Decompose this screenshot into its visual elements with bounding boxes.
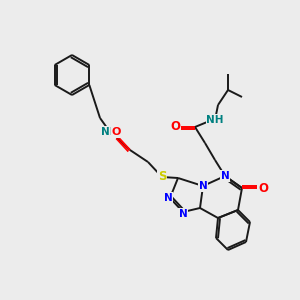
Text: N: N	[220, 171, 230, 181]
Text: NH: NH	[206, 115, 224, 125]
Text: O: O	[111, 127, 121, 137]
Text: O: O	[170, 121, 180, 134]
Text: N: N	[199, 181, 207, 191]
Text: S: S	[158, 170, 166, 184]
Text: N: N	[164, 193, 172, 203]
Text: N: N	[178, 209, 188, 219]
Text: NH: NH	[101, 127, 119, 137]
Text: O: O	[258, 182, 268, 194]
